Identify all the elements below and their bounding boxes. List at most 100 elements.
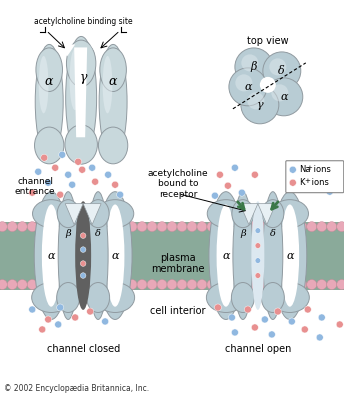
Ellipse shape [206, 282, 245, 312]
Polygon shape [65, 204, 83, 225]
Circle shape [57, 222, 67, 232]
Circle shape [67, 222, 77, 232]
Text: γ: γ [79, 71, 87, 84]
Ellipse shape [273, 192, 307, 320]
Circle shape [41, 154, 48, 161]
Circle shape [261, 316, 268, 323]
Circle shape [294, 171, 301, 178]
Ellipse shape [34, 192, 68, 320]
Circle shape [197, 222, 207, 232]
Text: α: α [111, 251, 119, 260]
Circle shape [80, 233, 86, 238]
Circle shape [101, 318, 109, 325]
FancyBboxPatch shape [286, 161, 344, 193]
Circle shape [127, 222, 137, 232]
Text: Na: Na [299, 165, 310, 174]
Text: β: β [240, 229, 246, 238]
Circle shape [72, 314, 79, 321]
Circle shape [224, 182, 232, 189]
Ellipse shape [96, 282, 135, 312]
Circle shape [289, 166, 296, 173]
Circle shape [287, 279, 297, 290]
Ellipse shape [263, 192, 283, 320]
Polygon shape [74, 47, 87, 137]
Ellipse shape [69, 49, 80, 110]
Circle shape [17, 279, 27, 290]
Circle shape [55, 321, 62, 328]
Text: α: α [109, 75, 117, 88]
Ellipse shape [99, 45, 127, 159]
Circle shape [267, 222, 277, 232]
Circle shape [317, 279, 327, 290]
Circle shape [197, 279, 207, 290]
Circle shape [117, 222, 127, 232]
Circle shape [297, 222, 307, 232]
Circle shape [255, 228, 261, 233]
Circle shape [212, 192, 218, 199]
Ellipse shape [235, 74, 252, 91]
Text: β: β [251, 61, 257, 72]
Circle shape [260, 77, 276, 93]
Circle shape [47, 279, 57, 290]
Circle shape [80, 261, 86, 266]
Ellipse shape [66, 40, 96, 87]
Text: α: α [244, 82, 251, 92]
Text: channel closed: channel closed [46, 344, 120, 355]
Circle shape [65, 171, 72, 178]
Circle shape [17, 222, 27, 232]
Ellipse shape [209, 192, 243, 320]
Circle shape [92, 178, 99, 185]
Circle shape [277, 222, 287, 232]
Ellipse shape [36, 48, 63, 91]
Circle shape [337, 222, 344, 232]
Ellipse shape [42, 204, 61, 307]
Circle shape [207, 279, 217, 290]
Ellipse shape [232, 282, 254, 312]
Circle shape [7, 279, 17, 290]
Ellipse shape [57, 200, 79, 228]
Circle shape [157, 279, 167, 290]
Circle shape [137, 222, 147, 232]
Circle shape [97, 279, 107, 290]
Circle shape [167, 279, 177, 290]
Circle shape [45, 316, 52, 323]
Ellipse shape [261, 282, 284, 312]
Ellipse shape [35, 45, 63, 159]
Ellipse shape [269, 58, 286, 75]
Circle shape [267, 279, 277, 290]
Circle shape [244, 306, 251, 313]
Circle shape [67, 279, 77, 290]
Circle shape [237, 279, 247, 290]
Circle shape [288, 318, 295, 325]
Circle shape [79, 166, 86, 173]
Circle shape [247, 279, 257, 290]
Circle shape [87, 308, 94, 315]
Circle shape [336, 321, 343, 328]
Circle shape [255, 273, 261, 278]
Circle shape [97, 222, 107, 232]
Circle shape [289, 179, 296, 186]
Ellipse shape [87, 200, 109, 228]
Circle shape [326, 188, 333, 195]
Ellipse shape [96, 200, 134, 228]
Text: δ: δ [270, 229, 276, 238]
Text: ions: ions [311, 165, 331, 174]
Ellipse shape [241, 54, 258, 71]
Polygon shape [258, 204, 276, 225]
Circle shape [47, 222, 57, 232]
Circle shape [57, 191, 64, 198]
Text: © 2002 Encyclopædia Britannica, Inc.: © 2002 Encyclopædia Britannica, Inc. [4, 384, 149, 393]
Circle shape [287, 222, 297, 232]
Polygon shape [83, 204, 101, 225]
Ellipse shape [263, 52, 301, 90]
Ellipse shape [262, 200, 284, 228]
Text: β: β [65, 229, 71, 238]
Circle shape [328, 169, 335, 176]
Circle shape [107, 222, 117, 232]
Circle shape [257, 222, 267, 232]
Circle shape [301, 326, 308, 333]
Text: +: + [305, 178, 311, 184]
Circle shape [57, 304, 64, 311]
Ellipse shape [270, 282, 309, 312]
Circle shape [77, 222, 87, 232]
